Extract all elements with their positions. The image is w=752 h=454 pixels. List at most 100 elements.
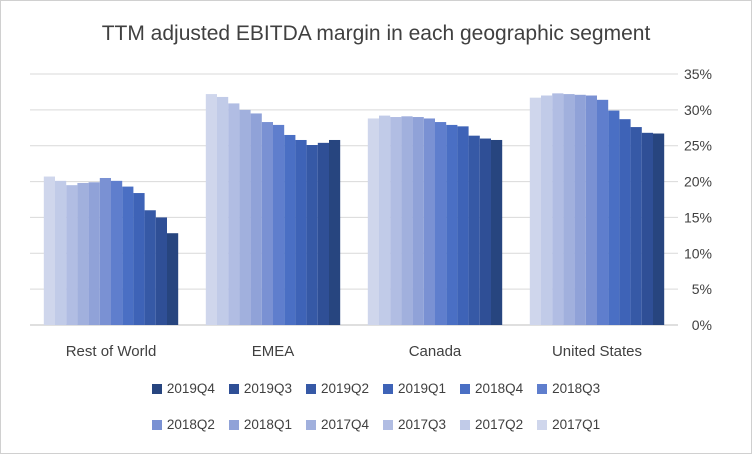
bar [122,186,134,325]
bar [552,93,564,325]
bar [423,118,435,326]
bar [99,177,111,325]
bar [295,139,307,325]
legend-item: 2018Q2 [151,417,215,432]
y-tick-label: 0% [692,317,712,333]
y-tick-label: 5% [692,281,712,297]
bar [205,94,217,325]
legend-item: 2019Q4 [151,381,215,396]
bar [457,126,469,325]
bar [435,122,447,325]
bar [446,124,458,325]
bar [317,142,329,325]
bar [563,94,575,325]
bar [379,115,391,325]
bar [541,95,553,325]
legend-row-2: 2018Q2 2018Q1 2017Q4 2017Q3 2017Q2 2017Q1 [0,417,752,432]
x-category-label: EMEA [252,343,295,360]
bar [479,138,491,325]
bar [284,134,296,325]
legend-label: 2019Q2 [320,381,369,396]
bar [585,95,597,325]
bar [250,113,262,325]
legend-label: 2019Q3 [243,381,292,396]
bar [468,135,480,325]
y-tick-label: 20% [684,174,712,190]
legend-label: 2017Q2 [475,417,524,432]
legend-swatch [460,419,471,430]
legend-label: 2017Q1 [552,417,601,432]
bar [401,116,413,325]
bar [653,133,665,325]
legend-label: 2019Q4 [166,381,215,396]
legend-swatch [537,419,548,430]
bar [43,176,55,325]
bar [329,139,341,325]
bar [167,233,179,325]
y-tick-label: 15% [684,209,712,225]
y-tick-label: 25% [684,138,712,154]
bar [217,96,229,325]
y-tick-label: 10% [684,245,712,261]
legend-label: 2018Q4 [475,381,524,396]
legend-item: 2017Q4 [305,417,369,432]
bar [608,110,620,325]
bar [88,182,100,325]
legend-swatch [228,419,239,430]
bar [491,139,503,325]
legend-label: 2018Q3 [552,381,601,396]
legend-item: 2019Q2 [305,381,369,396]
legend-label: 2019Q1 [398,381,447,396]
legend-item: 2018Q1 [228,417,292,432]
bar [228,103,240,326]
legend-item: 2019Q1 [383,381,446,396]
bar [367,118,379,326]
legend-swatch [383,419,393,430]
bar [412,117,424,325]
bar [630,127,642,325]
x-category-label: Rest of World [66,343,157,360]
bar [239,109,251,325]
legend-label: 2018Q1 [243,417,292,432]
legend-swatch [151,383,162,394]
bar [111,180,123,325]
bar [66,185,78,325]
bar [574,94,586,325]
bar [155,217,167,325]
legend-swatch [383,383,393,394]
legend-label: 2017Q3 [398,417,447,432]
legend-item: 2017Q1 [537,417,600,432]
bar [261,122,273,325]
legend-swatch [228,383,239,394]
bar [597,99,609,325]
bar [273,124,285,325]
bar [144,210,156,325]
legend-label: 2018Q2 [166,417,215,432]
bar [619,119,631,326]
y-tick-label: 35% [684,66,712,82]
x-category-label: United States [552,343,642,360]
bar [306,145,318,325]
bar [55,180,67,325]
legend-item: 2017Q2 [460,417,523,432]
legend-swatch [537,383,548,394]
legend-swatch [460,383,471,394]
legend-row-1: 2019Q4 2019Q3 2019Q2 2019Q1 2018Q4 2018Q3 [0,381,752,396]
legend-swatch [305,383,316,394]
bar [641,132,653,325]
bar [77,183,89,325]
legend-item: 2018Q3 [537,381,600,396]
chart-title: TTM adjusted EBITDA margin in each geogr… [101,22,651,45]
legend-item: 2017Q3 [383,417,446,432]
bar [529,97,541,325]
legend-swatch [305,419,316,430]
x-category-label: Canada [409,343,462,360]
legend-item: 2019Q3 [228,381,292,396]
legend-swatch [151,419,162,430]
legend-label: 2017Q4 [320,417,369,432]
bar [133,193,145,325]
legend-item: 2018Q4 [460,381,523,396]
y-tick-label: 30% [684,102,712,118]
bar [390,117,402,325]
